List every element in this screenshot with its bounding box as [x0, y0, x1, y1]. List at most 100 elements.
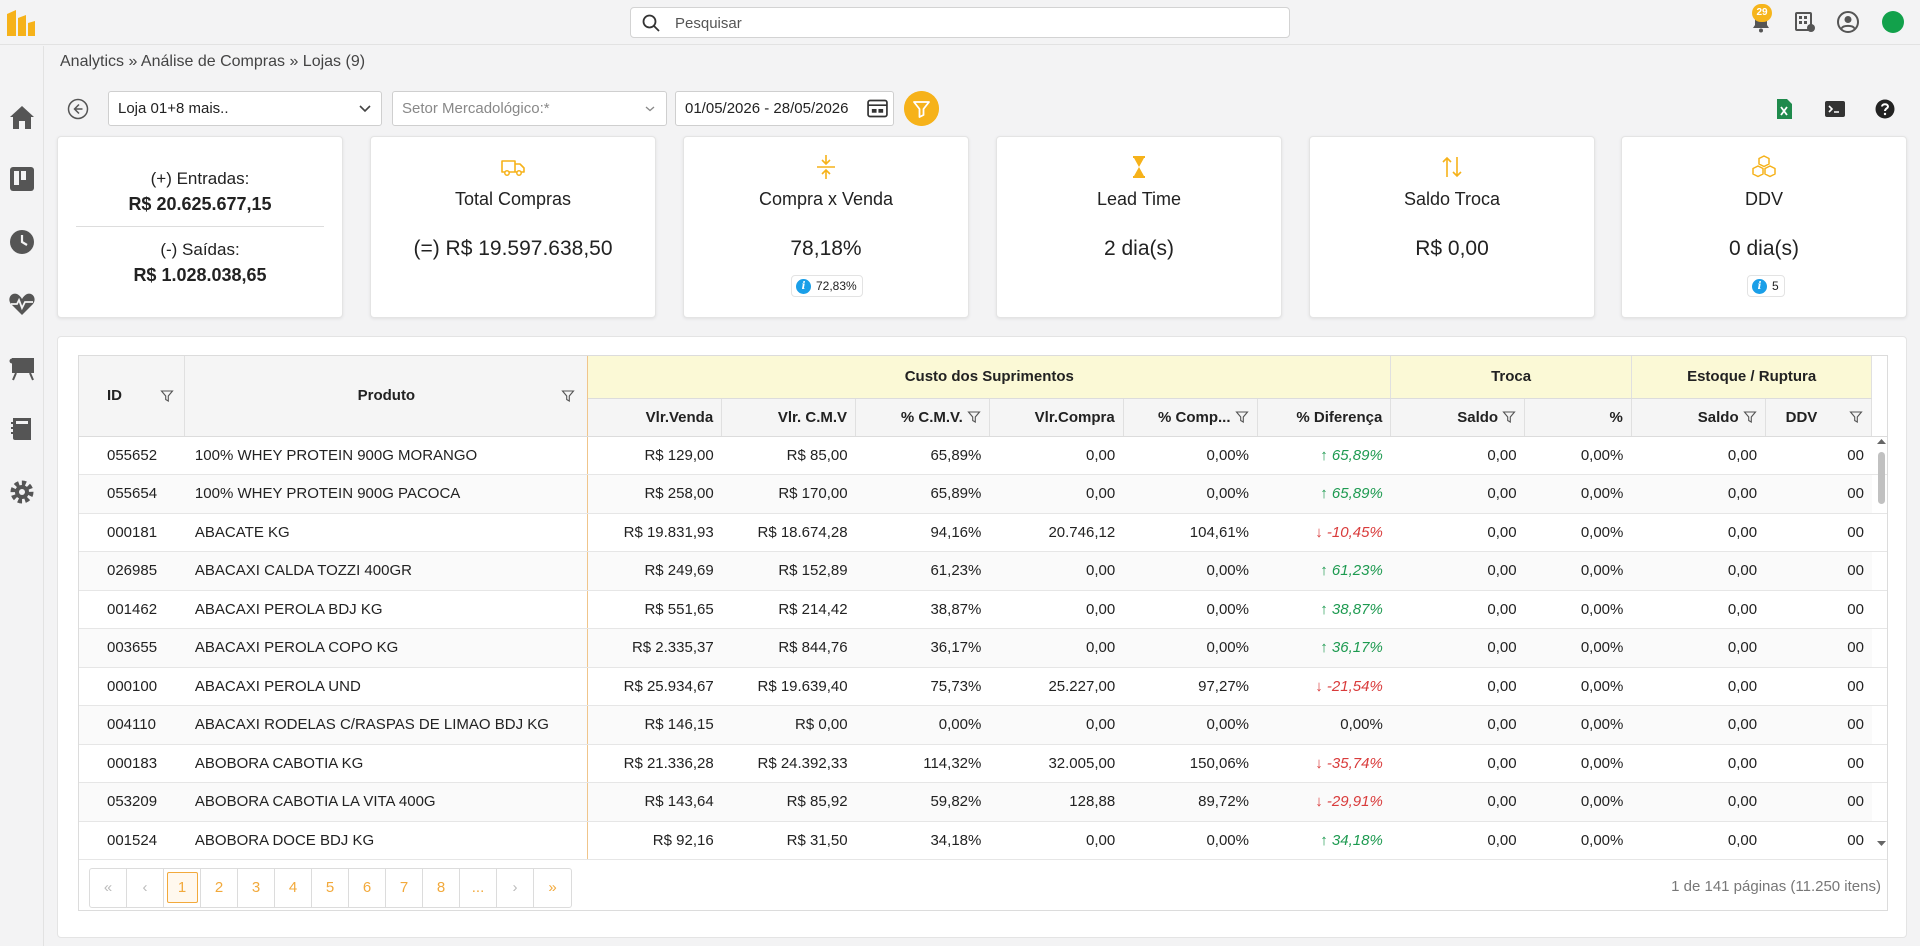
col-header-troca-pct[interactable]: %: [1524, 398, 1632, 437]
cell-troca-saldo: 0,00: [1390, 590, 1525, 629]
col-header-produto[interactable]: Produto: [184, 356, 589, 437]
app-logo-icon[interactable]: [4, 6, 38, 40]
col-header-vlr-venda[interactable]: Vlr.Venda: [587, 398, 723, 437]
help-icon[interactable]: [1873, 97, 1897, 121]
sector-select-placeholder: Setor Mercadológico:*: [402, 100, 550, 117]
page-button-4[interactable]: 4: [275, 869, 312, 907]
cell-pct-cmv: 61,23%: [855, 551, 990, 591]
page-button-7[interactable]: 7: [386, 869, 423, 907]
breadcrumb-text[interactable]: Analytics » Análise de Compras » Lojas (…: [60, 53, 366, 70]
scroll-gutter: [1871, 705, 1887, 745]
cell-troca-saldo: 0,00: [1390, 782, 1525, 822]
col-header-pct-cmv[interactable]: % C.M.V.: [855, 398, 990, 437]
filter-icon[interactable]: [967, 410, 981, 424]
clock-icon[interactable]: [7, 227, 37, 257]
date-range-input[interactable]: 01/05/2026 - 28/05/2026: [675, 91, 863, 126]
cell-estoque-saldo: 0,00: [1631, 628, 1766, 668]
filter-button[interactable]: [904, 91, 939, 126]
page-button-5[interactable]: 5: [312, 869, 349, 907]
breadcrumb[interactable]: Analytics » Análise de Compras » Lojas (…: [60, 53, 365, 71]
kanban-board-icon[interactable]: [7, 164, 37, 194]
cell-estoque-saldo: 0,00: [1631, 590, 1766, 629]
table-row[interactable]: 000183 ABOBORA CABOTIA KG R$ 21.336,28 R$ 2…: [79, 744, 1887, 783]
kpi-info-pill[interactable]: i 72,83%: [791, 275, 863, 297]
user-account-icon[interactable]: [1836, 10, 1860, 34]
col-header-vlr-cmv[interactable]: Vlr. C.M.V: [721, 398, 857, 437]
home-icon[interactable]: [7, 102, 37, 132]
filter-icon[interactable]: [1742, 410, 1757, 424]
search-box[interactable]: [630, 7, 1290, 38]
page-more-button[interactable]: ...: [460, 869, 497, 907]
scroll-down-icon[interactable]: [1877, 840, 1886, 847]
kpi-card-saldo-troca: Saldo Troca R$ 0,00: [1309, 136, 1595, 318]
filter-icon[interactable]: [561, 389, 575, 403]
col-header-troca-saldo[interactable]: Saldo: [1390, 398, 1526, 437]
health-heart-icon[interactable]: [7, 289, 37, 319]
table-row[interactable]: 001462 ABACAXI PEROLA BDJ KG R$ 551,65 R$ 2…: [79, 590, 1887, 629]
top-bar: 29: [0, 0, 1920, 45]
scroll-up-icon[interactable]: [1877, 438, 1886, 445]
sector-select[interactable]: Setor Mercadológico:*: [392, 91, 667, 126]
products-grid: ID Produto Custo dos Suprimentos Troca E…: [78, 355, 1888, 911]
terminal-icon[interactable]: [1823, 97, 1847, 121]
table-row[interactable]: 055654 100% WHEY PROTEIN 900G PACOCA R$ 25…: [79, 474, 1887, 514]
funnel-icon: [913, 101, 930, 118]
scrollbar-thumb[interactable]: [1878, 452, 1885, 504]
page-prev-button[interactable]: ‹: [127, 869, 164, 907]
vertical-scrollbar[interactable]: [1875, 436, 1887, 850]
page-last-button[interactable]: »: [548, 879, 557, 896]
pagination-info: 1 de 141 páginas (11.250 itens): [1671, 878, 1881, 895]
table-row[interactable]: 004110 ABACAXI RODELAS C/RASPAS DE LIMAO …: [79, 705, 1887, 745]
cell-produto: ABACAXI RODELAS C/RASPAS DE LIMAO BDJ KG: [184, 705, 589, 745]
cell-estoque-saldo: 0,00: [1631, 705, 1766, 745]
cell-troca-pct: 0,00%: [1524, 705, 1632, 745]
col-header-pct-compra[interactable]: % Comp...: [1123, 398, 1258, 437]
settings-gear-icon[interactable]: [7, 477, 37, 507]
filter-icon[interactable]: [1849, 410, 1864, 424]
cell-pct-diferenca: ↑ 65,89%: [1257, 436, 1391, 475]
col-header-pct-diferenca[interactable]: % Diferença: [1257, 398, 1392, 437]
cell-vlr-venda: R$ 146,15: [587, 705, 722, 745]
cell-ddv: 00: [1765, 667, 1872, 706]
col-header-id[interactable]: ID: [79, 356, 186, 437]
kpi-card-entradas-saidas: (+) Entradas: R$ 20.625.677,15 (-) Saída…: [57, 136, 343, 318]
excel-export-icon[interactable]: [1772, 97, 1796, 121]
page-first-button[interactable]: «: [90, 869, 127, 907]
cell-troca-pct: 0,00%: [1524, 628, 1632, 668]
table-row[interactable]: 055652 100% WHEY PROTEIN 900G MORANGO R$ 1…: [79, 436, 1887, 475]
book-icon[interactable]: [7, 414, 37, 444]
calendar-icon[interactable]: [862, 91, 894, 126]
filter-icon[interactable]: [1234, 410, 1249, 424]
filter-icon[interactable]: [160, 389, 175, 403]
calculator-grid-icon[interactable]: [1793, 10, 1817, 34]
page-button-8[interactable]: 8: [423, 869, 460, 907]
table-row[interactable]: 053209 ABOBORA CABOTIA LA VITA 400G R$ 143…: [79, 782, 1887, 822]
filter-icon[interactable]: [1502, 410, 1516, 424]
col-header-ddv[interactable]: DDV: [1765, 398, 1873, 437]
chevron-down-icon: [645, 106, 655, 112]
table-row[interactable]: 000181 ABACATE KG R$ 19.831,93 R$ 18.674,28…: [79, 513, 1887, 552]
presentation-board-icon[interactable]: [7, 352, 37, 382]
table-row[interactable]: 026985 ABACAXI CALDA TOZZI 400GR R$ 249,69…: [79, 551, 1887, 591]
cell-troca-pct: 0,00%: [1524, 590, 1632, 629]
products-table: ID Produto Custo dos Suprimentos Troca E…: [79, 356, 1887, 860]
col-header-estoque-saldo[interactable]: Saldo: [1631, 398, 1766, 437]
page-button-6[interactable]: 6: [349, 869, 386, 907]
table-row[interactable]: 000100 ABACAXI PEROLA UND R$ 25.934,67 R$ 1…: [79, 667, 1887, 706]
scroll-gutter: [1871, 667, 1887, 706]
page-button-1[interactable]: 1: [164, 869, 201, 907]
cell-estoque-saldo: 0,00: [1631, 513, 1766, 552]
kpi-info-pill[interactable]: i 5: [1747, 275, 1785, 297]
page-button-2[interactable]: 2: [201, 869, 238, 907]
cell-troca-saldo: 0,00: [1390, 474, 1525, 514]
col-header-vlr-compra[interactable]: Vlr.Compra: [989, 398, 1124, 437]
back-arrow-icon[interactable]: [67, 98, 89, 120]
table-row[interactable]: 003655 ABACAXI PEROLA COPO KG R$ 2.335,37 R…: [79, 628, 1887, 668]
table-row[interactable]: 001524 ABOBORA DOCE BDJ KG R$ 92,16 R$ 31,5…: [79, 821, 1887, 860]
cell-pct-diferenca: ↑ 65,89%: [1257, 474, 1391, 514]
page-button-3[interactable]: 3: [238, 869, 275, 907]
cell-pct-diferenca: ↑ 61,23%: [1257, 551, 1391, 591]
search-input[interactable]: [675, 13, 1275, 33]
store-select[interactable]: Loja 01+8 mais..: [108, 91, 382, 126]
page-next-button[interactable]: ›: [497, 869, 534, 907]
